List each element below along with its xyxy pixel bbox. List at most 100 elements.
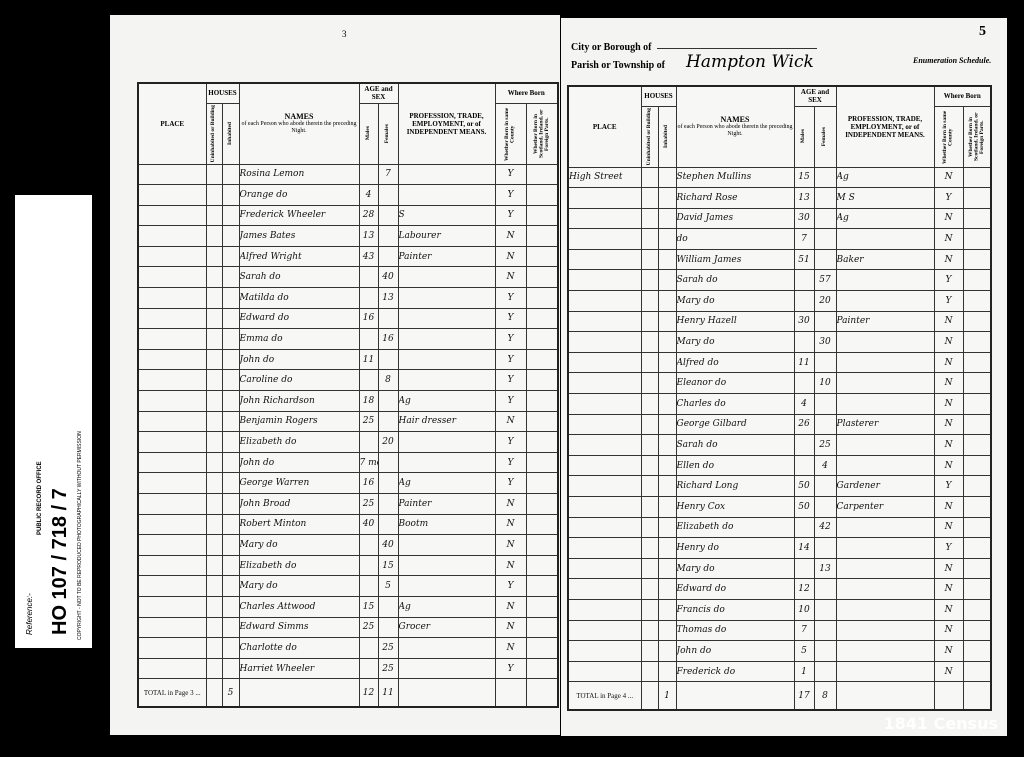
total-cell xyxy=(525,678,559,708)
entry-cell xyxy=(525,493,559,515)
entry-profession xyxy=(835,598,935,621)
entry-born: Y xyxy=(494,657,527,680)
entry-born: N xyxy=(494,534,527,556)
entry-males xyxy=(358,163,379,186)
entry-row: George Gilbard 26 Plasterer N xyxy=(567,413,992,436)
total-cell xyxy=(675,681,795,711)
total-cell xyxy=(205,678,223,708)
entry-males: 1 xyxy=(793,660,815,683)
entry-cell xyxy=(221,534,240,556)
entry-name: Mary do xyxy=(675,290,795,312)
entry-profession: S xyxy=(397,204,496,227)
entry-row: John do7 mo Y xyxy=(137,451,559,474)
column-header: Males xyxy=(358,102,379,165)
entry-name: Frederick Wheeler xyxy=(238,204,360,227)
entry-cell xyxy=(657,269,677,292)
entry-born: Y xyxy=(494,390,527,412)
entry-females xyxy=(377,513,399,536)
total-cell xyxy=(933,681,964,711)
entry-born: N xyxy=(933,578,964,600)
entry-cell xyxy=(205,472,223,494)
total-cell xyxy=(494,678,527,708)
entry-cell xyxy=(205,616,223,639)
entry-cell xyxy=(962,413,992,436)
entry-name: Sarah do xyxy=(675,434,795,456)
entry-females xyxy=(813,393,837,415)
entry-name: Elizabeth do xyxy=(238,554,360,577)
entry-cell xyxy=(657,578,677,600)
entry-cell xyxy=(640,516,659,539)
entry-place xyxy=(137,451,207,474)
entry-name: John do xyxy=(238,348,360,371)
header-text: Females xyxy=(821,126,828,147)
entry-females xyxy=(813,598,837,621)
entry-name: Eleanor do xyxy=(675,372,795,395)
entry-row: William James 51 Baker N xyxy=(567,248,992,271)
entry-cell xyxy=(962,351,992,374)
entry-place xyxy=(137,431,207,453)
entry-profession: Painter xyxy=(397,245,496,268)
entry-females xyxy=(377,493,399,515)
entry-cell xyxy=(640,454,659,477)
column-header: Inhabited xyxy=(657,105,677,168)
entry-row: Frederick do 1 N xyxy=(567,660,992,683)
entry-row: Matilda do 13 Y xyxy=(137,287,559,309)
entry-name: Edward do xyxy=(675,578,795,600)
entry-cell xyxy=(640,393,659,415)
entry-row: George Warren 16 Ag Y xyxy=(137,472,559,494)
header-text: AGE and SEX xyxy=(800,88,830,105)
column-header: AGE and SEX xyxy=(793,85,837,107)
entry-females xyxy=(813,660,837,683)
column-header: Uninhabited or Building xyxy=(205,102,223,165)
entry-females xyxy=(813,640,837,662)
entry-cell xyxy=(525,534,559,556)
entry-name: Matilda do xyxy=(238,287,360,309)
entry-cell xyxy=(640,578,659,600)
entry-name: Henry Cox xyxy=(675,496,795,518)
entry-cell xyxy=(525,287,559,309)
header-text: of each Person who abode therein the pre… xyxy=(241,121,357,135)
entry-name: do xyxy=(675,228,795,250)
header-text: Where Born xyxy=(943,92,981,101)
entry-males: 15 xyxy=(793,166,815,189)
entry-profession xyxy=(397,369,496,392)
entry-cell xyxy=(962,496,992,518)
entry-cell xyxy=(657,331,677,353)
entry-males: 13 xyxy=(793,187,815,209)
entry-row: Charles Attwood 15 Ag N xyxy=(137,595,559,618)
entry-row: Charles do 4 N xyxy=(567,393,992,415)
entry-profession xyxy=(835,660,935,683)
entry-females: 10 xyxy=(813,372,837,395)
entry-name: Mary do xyxy=(238,575,360,597)
entry-born: Y xyxy=(494,575,527,597)
entry-name: Benjamin Rogers xyxy=(238,410,360,433)
total-row: TOTAL in Page 3 ... 5 12 11 xyxy=(137,678,559,708)
entry-row: Henry Hazell 30 Painter N xyxy=(567,310,992,333)
entry-name: Charlotte do xyxy=(238,637,360,659)
entry-females xyxy=(377,348,399,371)
entry-place: High Street xyxy=(567,166,642,189)
entry-place xyxy=(137,472,207,494)
entry-males: 43 xyxy=(358,245,379,268)
entry-cell xyxy=(657,207,677,230)
entry-males: 26 xyxy=(793,413,815,436)
entry-profession xyxy=(397,328,496,350)
schedule-label: Enumeration Schedule. xyxy=(913,56,992,65)
entry-profession xyxy=(835,516,935,539)
entry-cell xyxy=(640,640,659,662)
entry-place xyxy=(567,228,642,250)
entry-row: Thomas do 7 N xyxy=(567,619,992,642)
entry-females xyxy=(377,616,399,639)
entry-born: Y xyxy=(494,328,527,350)
entry-cell xyxy=(657,475,677,497)
entry-males xyxy=(358,554,379,577)
reference-label: Reference:- xyxy=(25,593,34,635)
entry-row: Emma do 16 Y xyxy=(137,328,559,350)
entry-profession: Painter xyxy=(397,493,496,515)
total-cell xyxy=(962,681,992,711)
entry-profession xyxy=(835,557,935,580)
entry-females: 25 xyxy=(377,637,399,659)
entry-born: N xyxy=(494,554,527,577)
page-number: 5 xyxy=(979,24,986,39)
entry-males: 25 xyxy=(358,616,379,639)
